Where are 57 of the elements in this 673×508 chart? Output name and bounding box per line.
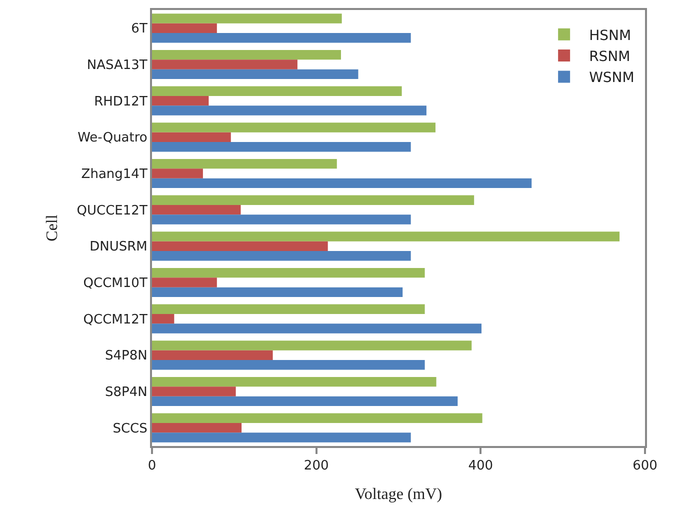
bar — [152, 23, 217, 34]
y-tick-label: Zhang14T — [81, 167, 148, 182]
y-tick-label: DNUSRM — [90, 240, 148, 255]
bar — [152, 324, 482, 334]
bar — [152, 396, 458, 406]
y-tick-label: S8P4N — [105, 385, 148, 400]
bar — [152, 106, 426, 116]
x-tick-label: 0 — [148, 458, 156, 474]
bar — [152, 232, 620, 242]
y-tick-label: SCCS — [112, 421, 148, 436]
bar — [152, 422, 242, 433]
x-tick-label: 400 — [468, 458, 494, 474]
bar — [152, 386, 236, 396]
bar — [152, 214, 411, 224]
x-tick-label: 200 — [304, 458, 329, 474]
bar — [152, 432, 411, 442]
legend-label: WSNM — [589, 70, 634, 86]
bar — [152, 204, 241, 215]
bar — [152, 360, 425, 370]
legend-label: RSNM — [589, 48, 630, 65]
bar — [152, 86, 402, 96]
bar — [152, 241, 328, 252]
bar — [152, 413, 482, 423]
bar — [152, 178, 532, 188]
legend-label: HSNM — [589, 28, 632, 44]
y-tick-label: NASA13T — [86, 58, 148, 74]
bar — [152, 60, 298, 70]
bar — [152, 142, 411, 152]
bar — [152, 33, 411, 43]
bar — [152, 376, 436, 387]
bar — [152, 122, 436, 132]
bar — [152, 287, 403, 298]
bar — [152, 132, 231, 142]
bar — [152, 304, 425, 314]
bar — [152, 158, 337, 169]
bar — [152, 14, 342, 24]
bar — [152, 50, 341, 60]
bar — [152, 96, 209, 106]
bar — [152, 69, 358, 80]
x-axis-title: Voltage (mV) — [354, 486, 442, 503]
y-tick-label: QUCCE12T — [76, 203, 148, 218]
bar — [152, 278, 217, 288]
y-tick-label: S4P8N — [105, 348, 148, 364]
x-tick-label: 600 — [632, 458, 658, 474]
bar — [152, 268, 425, 278]
bar — [152, 168, 203, 178]
bar — [152, 340, 472, 350]
y-tick-label: QCCM10T — [83, 276, 148, 292]
y-tick-label: We-Quatro — [78, 130, 148, 146]
bar — [152, 314, 174, 324]
bar — [152, 195, 474, 205]
y-tick-label: QCCM12T — [83, 312, 148, 328]
y-tick-label: 6T — [131, 22, 148, 37]
y-tick-label: RHD12T — [94, 94, 148, 110]
y-axis-title: Cell — [44, 214, 62, 242]
bar — [152, 251, 411, 261]
bar — [152, 350, 273, 360]
